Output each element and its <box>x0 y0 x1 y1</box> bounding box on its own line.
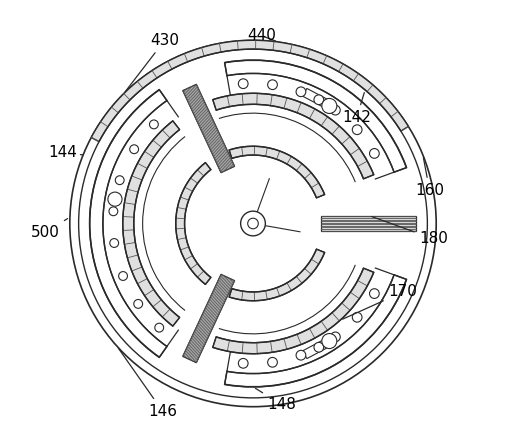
Text: 430: 430 <box>125 33 179 92</box>
Circle shape <box>109 207 118 216</box>
Polygon shape <box>123 121 179 326</box>
Text: 142: 142 <box>341 93 371 125</box>
Polygon shape <box>224 275 406 387</box>
Circle shape <box>149 120 158 129</box>
Circle shape <box>267 80 277 89</box>
Text: 146: 146 <box>118 348 177 418</box>
Circle shape <box>267 358 277 367</box>
Circle shape <box>321 98 336 114</box>
Polygon shape <box>175 163 211 284</box>
Text: 440: 440 <box>247 29 276 43</box>
Polygon shape <box>212 93 373 179</box>
Circle shape <box>369 148 378 158</box>
Polygon shape <box>302 336 334 358</box>
Circle shape <box>313 95 323 105</box>
Circle shape <box>321 333 336 349</box>
Polygon shape <box>302 89 334 111</box>
Text: 144: 144 <box>48 145 83 160</box>
Text: 500: 500 <box>31 219 68 240</box>
Polygon shape <box>212 268 373 354</box>
Polygon shape <box>182 84 234 173</box>
Circle shape <box>247 218 258 229</box>
Text: 160: 160 <box>414 158 443 198</box>
Polygon shape <box>229 249 324 301</box>
Circle shape <box>133 299 142 308</box>
Circle shape <box>238 79 247 89</box>
Circle shape <box>238 358 247 368</box>
Circle shape <box>240 211 265 236</box>
Polygon shape <box>224 60 406 172</box>
Circle shape <box>118 272 127 280</box>
Polygon shape <box>91 40 408 142</box>
Circle shape <box>369 289 378 299</box>
Circle shape <box>110 239 118 248</box>
Polygon shape <box>182 274 234 363</box>
Text: 170: 170 <box>342 284 417 319</box>
Circle shape <box>330 105 339 115</box>
Circle shape <box>330 332 339 342</box>
Polygon shape <box>321 216 416 231</box>
Circle shape <box>295 350 305 360</box>
Circle shape <box>115 176 124 185</box>
Text: 148: 148 <box>255 388 295 412</box>
Circle shape <box>351 125 361 135</box>
Circle shape <box>108 192 122 206</box>
Circle shape <box>155 323 163 332</box>
Circle shape <box>295 87 305 97</box>
Circle shape <box>351 312 361 322</box>
Circle shape <box>129 145 138 154</box>
Polygon shape <box>89 90 167 357</box>
Circle shape <box>313 342 323 352</box>
Text: 180: 180 <box>371 216 447 246</box>
Polygon shape <box>229 146 324 198</box>
